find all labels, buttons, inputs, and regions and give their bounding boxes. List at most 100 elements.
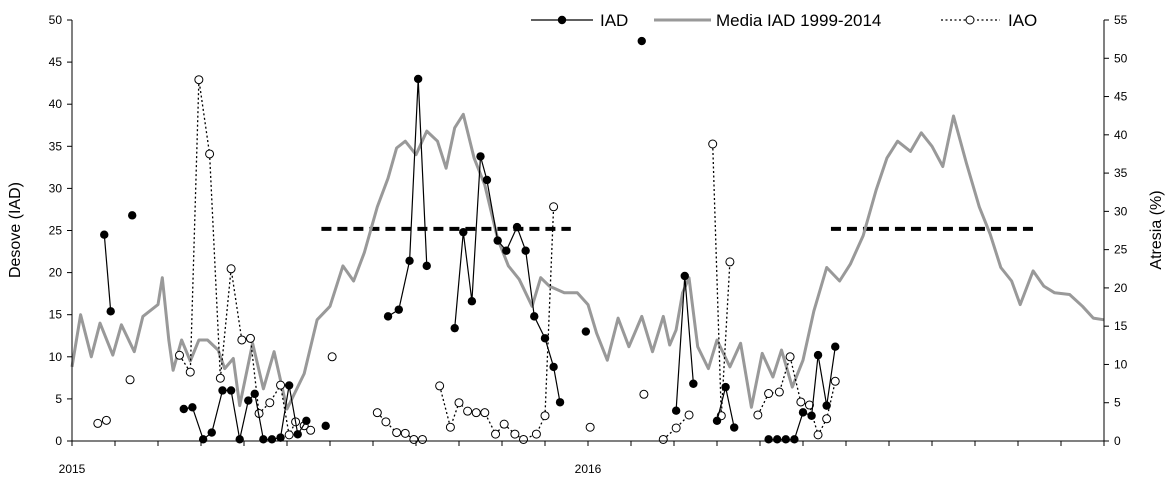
iad-line [387, 78, 428, 317]
legend-iao-label: IAO [1008, 11, 1037, 30]
iad-point [493, 236, 502, 245]
y-left-tick-label: 20 [49, 266, 63, 280]
iao-point [392, 428, 402, 438]
iad-point [512, 222, 522, 232]
iao-point [510, 429, 520, 439]
iad-point [244, 396, 253, 405]
iad-point [530, 312, 539, 321]
y-right-tick-label: 25 [1114, 243, 1128, 257]
iad-point [721, 382, 730, 392]
iad-point [798, 408, 808, 417]
iad-point [302, 416, 311, 425]
y-right-tick-label: 45 [1114, 90, 1128, 104]
legend-media-label: Media IAD 1999-2014 [716, 11, 881, 30]
y-right-tick-label: 40 [1114, 128, 1128, 142]
iad-point [822, 401, 831, 410]
legend-iad-label: IAD [600, 11, 628, 30]
iao-point [549, 202, 559, 212]
iao-point [265, 398, 275, 408]
iad-point [413, 74, 423, 84]
iao-point [764, 389, 774, 399]
iao-point [658, 434, 668, 444]
iad-point [459, 227, 468, 237]
iad-point [450, 323, 459, 333]
iad-point [540, 334, 550, 343]
iad-point [100, 230, 109, 239]
iao-point [454, 398, 464, 408]
iao-point [381, 417, 391, 427]
y-right-ticks: 0 5 10 15 20 25 30 35 40 45 50 55 [1104, 13, 1128, 448]
y-right-tick-label: 5 [1114, 396, 1121, 410]
iao-point [93, 418, 103, 428]
iao-point [101, 415, 111, 425]
iao-point [205, 149, 215, 159]
iao-point [245, 333, 255, 343]
iao-point [813, 430, 823, 440]
iao-line [662, 414, 690, 440]
y-left-tick-label: 10 [49, 350, 63, 364]
iao-point [531, 429, 541, 439]
iao-point [215, 373, 225, 383]
iad-point [250, 389, 259, 399]
iad-point [422, 261, 431, 271]
y-left-tick-label: 0 [55, 434, 62, 448]
y-right-tick-label: 30 [1114, 204, 1128, 218]
iao-point [639, 389, 649, 399]
iao-point [804, 400, 814, 410]
iao-point [435, 381, 445, 391]
y-left-tick-label: 45 [49, 55, 63, 69]
iad-point [128, 211, 137, 220]
iad-point [555, 398, 565, 407]
y-left-tick-label: 50 [49, 13, 63, 27]
iad-point [383, 312, 393, 321]
x-tick-label: 2016 [575, 462, 602, 476]
y-right-tick-label: 55 [1114, 13, 1128, 27]
iao-point [725, 257, 735, 267]
iao-point [684, 410, 694, 420]
iao-series [93, 75, 840, 444]
legend-iad-marker [557, 15, 567, 25]
iao-point [585, 422, 595, 432]
iad-point [730, 423, 739, 432]
iao-point [491, 429, 501, 439]
iad-point [637, 36, 646, 46]
iao-point [785, 352, 795, 362]
iao-point [540, 411, 550, 421]
iad-series [100, 36, 840, 444]
iao-point [372, 408, 382, 418]
iad-point [293, 430, 302, 439]
media-iad-line [70, 112, 1105, 411]
iad-point [394, 305, 403, 314]
iad-point [781, 435, 790, 444]
iad-point [276, 433, 285, 442]
legend: IAD Media IAD 1999-2014 IAO [531, 11, 1037, 30]
y-left-tick-label: 25 [49, 224, 63, 238]
y-left-ticks: 0 5 10 15 20 25 30 35 40 45 50 [49, 13, 72, 448]
iad-point [259, 435, 268, 444]
iao-point [409, 434, 419, 444]
iao-point [671, 423, 681, 433]
y-right-tick-label: 35 [1114, 166, 1128, 180]
y-right-tick-label: 10 [1114, 357, 1128, 371]
y-left-tick-label: 5 [55, 392, 62, 406]
iad-point [188, 403, 197, 412]
iao-point [175, 350, 184, 360]
iad-point [502, 246, 511, 255]
iad-point [807, 411, 816, 420]
iad-point [790, 435, 799, 444]
iad-point [235, 435, 244, 444]
iad-point [680, 271, 689, 281]
iad-point [764, 435, 773, 444]
iad-point [106, 307, 115, 316]
iao-point [519, 434, 528, 444]
iao-point [327, 352, 337, 362]
y-left-tick-label: 15 [49, 308, 63, 322]
iao-point [480, 408, 490, 418]
iad-point [482, 175, 492, 185]
iad-point [549, 362, 558, 372]
legend-iao-marker [965, 15, 975, 25]
x-ticks: 2015 2016 [59, 441, 1105, 476]
iad-point [831, 342, 840, 351]
iao-point [822, 414, 832, 424]
